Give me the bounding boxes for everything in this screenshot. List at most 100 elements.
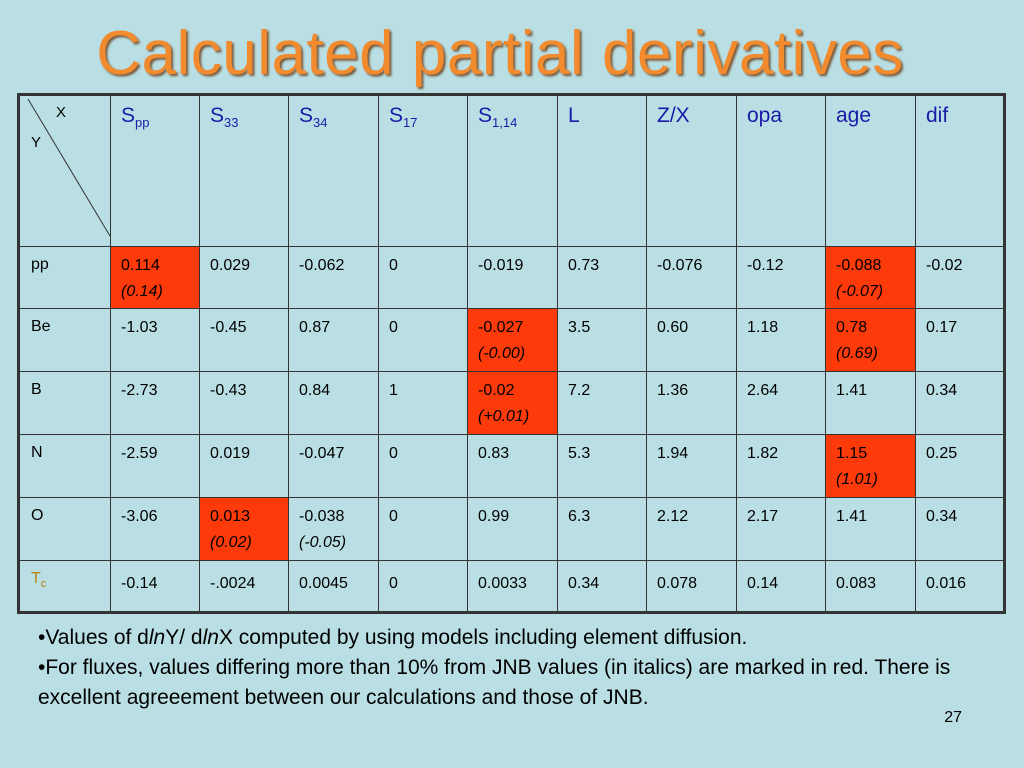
cell-value: 0.73 (568, 257, 600, 274)
row-label: pp (18, 246, 111, 309)
note-1-ln-b: ln (202, 626, 219, 649)
row-label: B (18, 371, 111, 435)
cell-jnb-value: (0.69) (836, 345, 878, 362)
corner-diagonal (27, 98, 111, 237)
table-cell: 2.17 (736, 497, 826, 561)
cell-value: 0.34 (926, 508, 958, 525)
header-row: X Y Spp S33 S34 S17 S1,14 L Z/X opa age dif (18, 94, 1005, 247)
column-header-sub: 34 (313, 115, 328, 131)
tc-cell: 0 (378, 560, 468, 613)
cell-value: -3.06 (121, 508, 158, 525)
column-header: S1,14 (467, 94, 558, 247)
cell-value: 1.18 (747, 319, 779, 336)
tc-row: Tc -0.14 -.0024 0.0045 0 0.0033 0.34 0.078 0.14 0… (18, 560, 1005, 613)
column-header-sub: 1,14 (492, 115, 518, 131)
cell-value: 0.78 (836, 319, 868, 336)
cell-value: 0.114 (121, 257, 160, 274)
table-cell: 1.94 (646, 434, 737, 498)
tc-label-sub: c (40, 578, 47, 591)
row-label: O (18, 497, 111, 561)
table-row: pp 0.114 (0.14) 0.029 -0.062 0 -0.019 0.73 -0.07… (18, 246, 1005, 309)
table-cell: 0.78 (0.69) (825, 308, 916, 372)
table-cell: 1.41 (825, 497, 916, 561)
table-cell: 0 (378, 434, 468, 498)
table-cell: 0.34 (915, 371, 1005, 435)
table-cell: -0.45 (199, 308, 289, 372)
table-cell: 5.3 (557, 434, 647, 498)
tc-cell: 0.0033 (467, 560, 558, 613)
cell-value: -0.12 (747, 257, 784, 274)
table-cell: 0 (378, 497, 468, 561)
table-cell: 1 (378, 371, 468, 435)
cell-value: 0.25 (926, 445, 958, 462)
column-header-base: S (478, 104, 493, 127)
column-header: L (557, 94, 647, 247)
tc-cell: -.0024 (199, 560, 289, 613)
column-header-base: age (836, 104, 872, 127)
column-header: S33 (199, 94, 289, 247)
tc-cell: -0.14 (110, 560, 200, 613)
cell-value: -0.45 (210, 319, 247, 336)
column-header: opa (736, 94, 826, 247)
note-1-mid: Y/ d (165, 626, 203, 649)
table-cell: 0.019 (199, 434, 289, 498)
table-cell: 2.64 (736, 371, 826, 435)
table-cell: -0.43 (199, 371, 289, 435)
cell-value: 7.2 (568, 382, 591, 399)
column-header-sub: pp (135, 115, 150, 131)
cell-value: 0.60 (657, 319, 689, 336)
column-header-sub: 17 (403, 115, 418, 131)
cell-value: 1.82 (747, 445, 779, 462)
cell-value: -1.03 (121, 319, 158, 336)
table-cell: 0.114 (0.14) (110, 246, 200, 309)
cell-jnb-value: (-0.00) (478, 345, 526, 362)
row-label: N (18, 434, 111, 498)
cell-value: 1.36 (657, 382, 689, 399)
table-row: O -3.06 0.013 (0.02) -0.038 (-0.05) 0 0.99 6.3 2.… (18, 497, 1005, 561)
column-header-base: S (210, 104, 225, 127)
table-cell: -0.038 (-0.05) (288, 497, 379, 561)
row-label-tc: Tc (18, 560, 111, 613)
cell-value: -0.019 (478, 257, 524, 274)
table-cell: -0.027 (-0.00) (467, 308, 558, 372)
table-cell: -0.02 (+0.01) (467, 371, 558, 435)
table-row: Be -1.03 -0.45 0.87 0 -0.027 (-0.00) 3.5 0.60 1.1… (18, 308, 1005, 372)
cell-jnb-value: (1.01) (836, 471, 878, 488)
table-cell: 0.73 (557, 246, 647, 309)
cell-jnb-value: (+0.01) (478, 408, 530, 425)
tc-label-base: T (31, 570, 41, 587)
cell-value: -0.088 (836, 257, 882, 274)
column-header: dif (915, 94, 1005, 247)
slide-title: Calculated partial derivatives (96, 19, 904, 88)
table-cell: 0.87 (288, 308, 379, 372)
column-header: S34 (288, 94, 379, 247)
table-cell: 1.41 (825, 371, 916, 435)
cell-value: 5.3 (568, 445, 591, 462)
note-1-ln-a: ln (148, 626, 166, 649)
cell-value: 1 (389, 382, 398, 399)
cell-value: 0.34 (926, 382, 958, 399)
cell-value: 2.17 (747, 508, 779, 525)
cell-value: 0 (389, 508, 398, 525)
column-header-base: L (568, 104, 580, 127)
table-cell: -1.03 (110, 308, 200, 372)
cell-value: 0.013 (210, 508, 251, 525)
table-cell: 1.15 (1.01) (825, 434, 916, 498)
cell-value: 3.5 (568, 319, 591, 336)
column-header-base: S (389, 104, 404, 127)
notes: •Values of dlnY/ dlnX computed by using … (38, 623, 998, 713)
cell-value: 1.41 (836, 382, 868, 399)
cell-value: 0.029 (210, 257, 251, 274)
table-cell: -0.088 (-0.07) (825, 246, 916, 309)
corner-cell: X Y (18, 94, 111, 247)
table-cell: 1.18 (736, 308, 826, 372)
cell-value: 0.84 (299, 382, 331, 399)
cell-jnb-value: (-0.07) (836, 283, 884, 300)
cell-value: -0.062 (299, 257, 345, 274)
note-1: •Values of dlnY/ dlnX computed by using … (38, 623, 998, 653)
cell-value: 1.15 (836, 445, 868, 462)
cell-value: -2.59 (121, 445, 158, 462)
table-row: N -2.59 0.019 -0.047 0 0.83 5.3 1.94 1.82 1.15 (1.… (18, 434, 1005, 498)
column-header-base: S (121, 104, 136, 127)
cell-value: -0.047 (299, 445, 345, 462)
